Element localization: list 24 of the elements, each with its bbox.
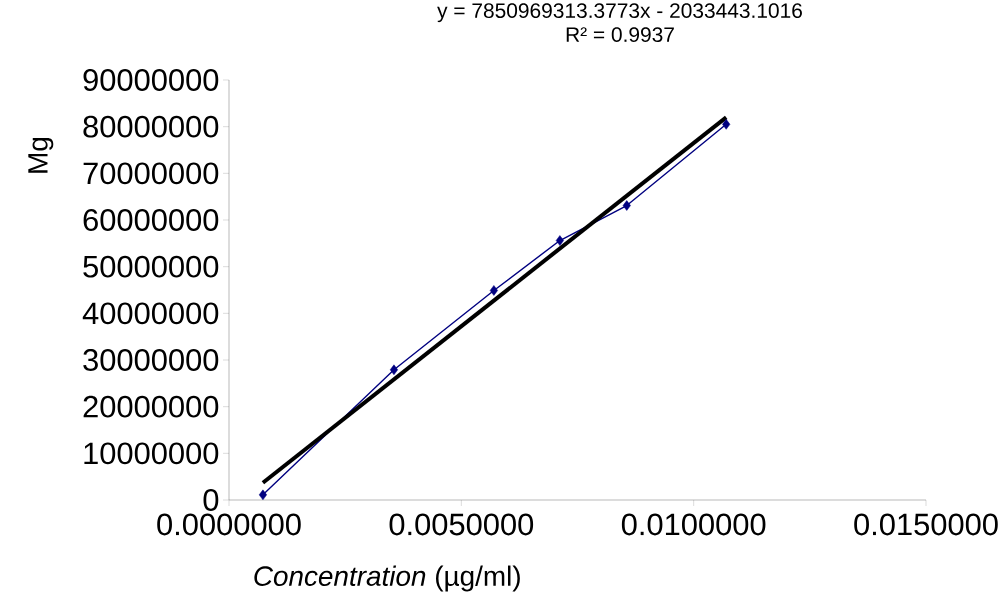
- text: R² = 0.9937: [566, 27, 674, 42]
- y-tick-label: 20000000: [83, 395, 219, 418]
- y-tick-label: 50000000: [83, 255, 219, 278]
- y-tick-label: 40000000: [82, 302, 219, 325]
- y-tick-label: 90000000: [83, 69, 219, 91]
- x-axis-title: Concentration (µg/ml): [254, 565, 520, 592]
- y-tick-label: 30000000: [83, 349, 219, 371]
- text: y = 7850969313.3773x - 2033443.1016: [437, 3, 802, 23]
- point: [555, 235, 564, 246]
- y-axis-title: Mg: [28, 138, 54, 173]
- y-tick-label: 60000000: [83, 209, 219, 231]
- y-tick-label: 10000000: [84, 442, 219, 465]
- x-tick-label: 0.0000000: [157, 513, 301, 536]
- point: [622, 200, 631, 211]
- y-tick-label: 70000000: [83, 162, 219, 185]
- y-tick-label: 0: [203, 489, 219, 511]
- point: [722, 119, 731, 130]
- point: [389, 364, 398, 376]
- x-tick-label: 0.0050000: [389, 513, 534, 536]
- point: [489, 285, 498, 296]
- y-tick-label: 80000000: [83, 115, 219, 138]
- x-tick-label: 0.0150000: [854, 513, 998, 536]
- point: [258, 489, 267, 501]
- x-tick-label: 0.0100000: [621, 513, 766, 536]
